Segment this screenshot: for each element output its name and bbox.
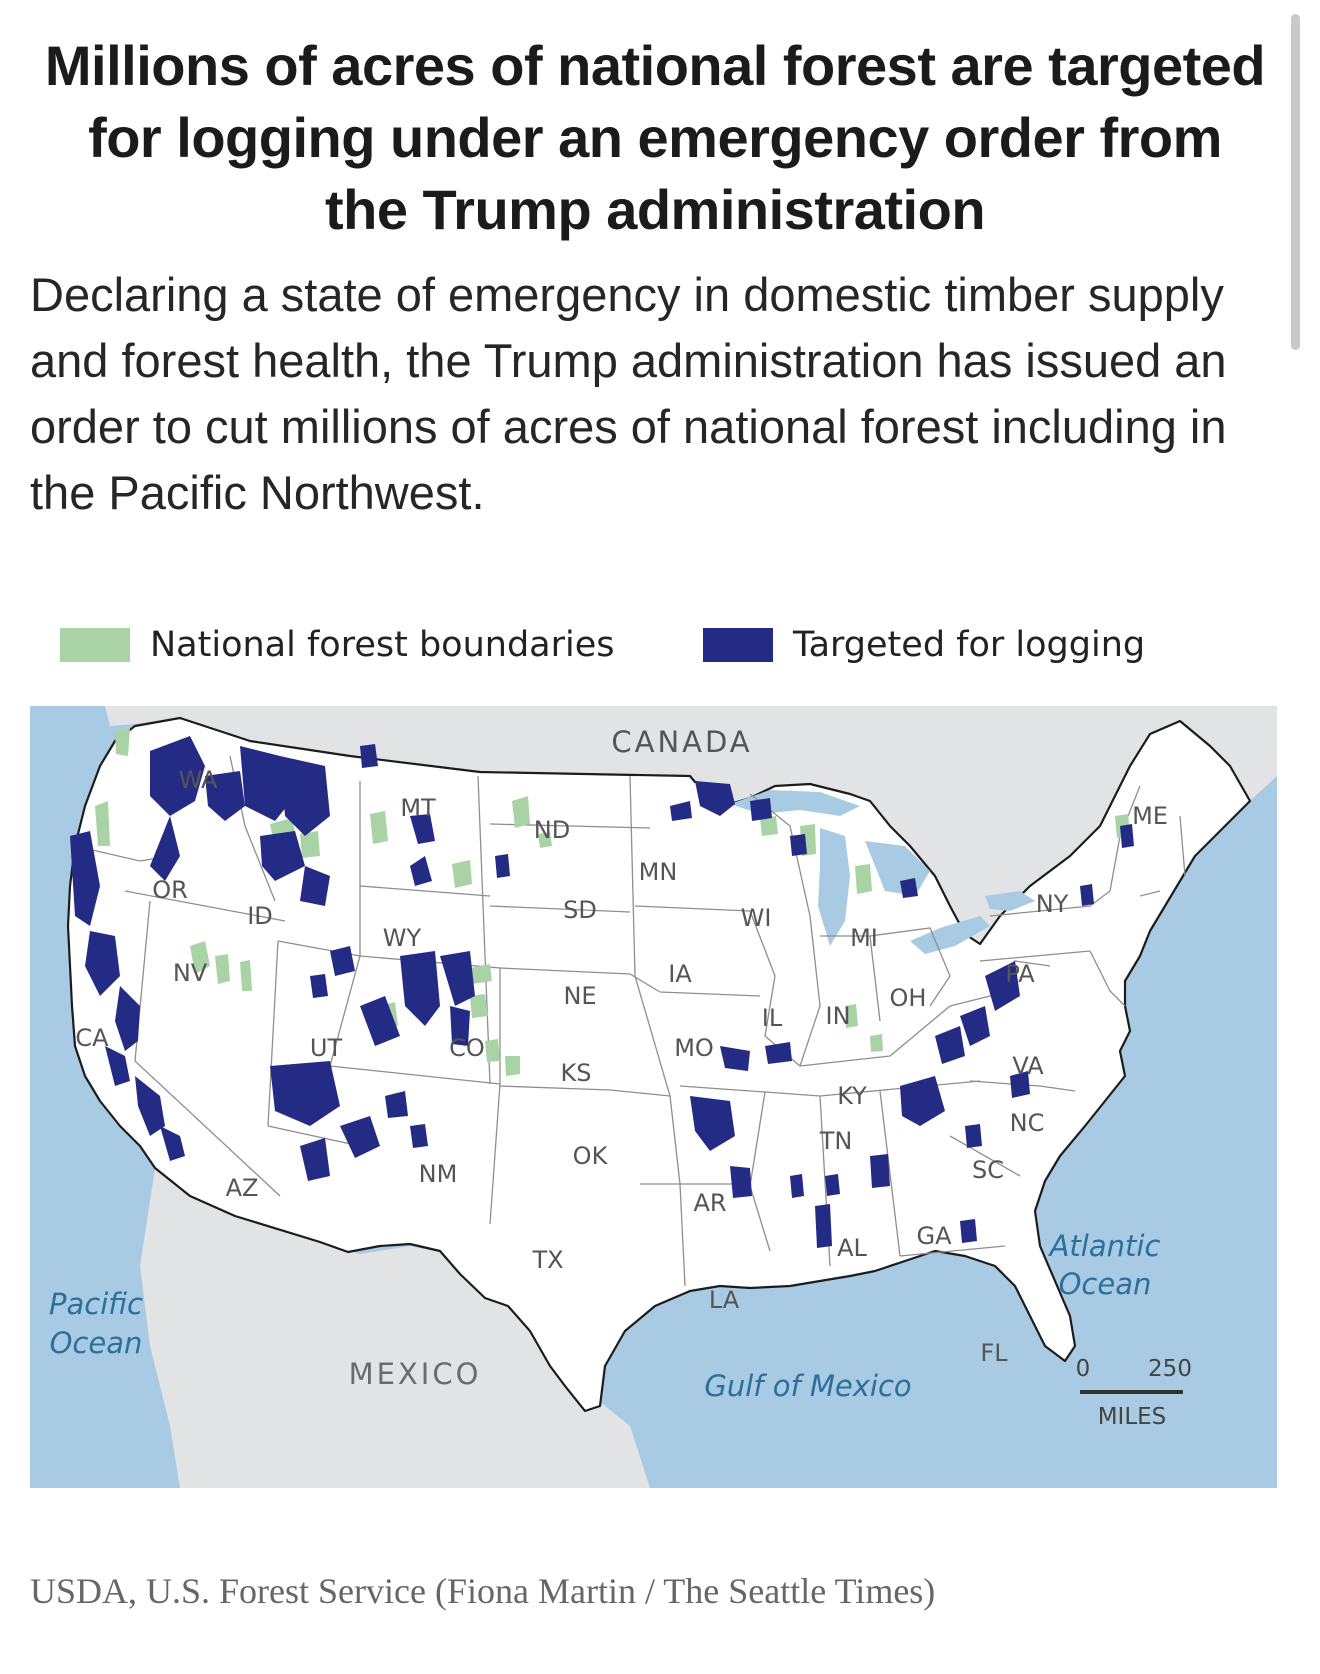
state-label-sd: SD bbox=[563, 896, 597, 924]
logging-label: Targeted for logging bbox=[793, 625, 1146, 665]
water-label-atlantic-1: Atlantic bbox=[1048, 1229, 1161, 1263]
water-label-pacific-1: Pacific bbox=[49, 1287, 143, 1321]
state-label-al: AL bbox=[837, 1234, 867, 1262]
state-label-nc: NC bbox=[1010, 1109, 1045, 1137]
state-label-mi: MI bbox=[850, 924, 878, 952]
state-label-id: ID bbox=[247, 902, 273, 930]
water-label-atlantic-2: Ocean bbox=[1059, 1267, 1152, 1301]
state-label-ok: OK bbox=[573, 1142, 609, 1170]
logging-areas bbox=[70, 736, 1134, 1248]
state-label-fl: FL bbox=[980, 1339, 1008, 1367]
state-label-tn: TN bbox=[819, 1127, 853, 1155]
state-label-ne: NE bbox=[563, 982, 596, 1010]
state-label-in: IN bbox=[825, 1002, 850, 1030]
water-labels: Pacific Ocean Atlantic Ocean Gulf of Mex… bbox=[49, 1229, 1160, 1403]
state-label-ia: IA bbox=[668, 960, 692, 988]
scale-line bbox=[1080, 1390, 1183, 1394]
state-label-la: LA bbox=[709, 1286, 740, 1314]
state-label-co: CO bbox=[449, 1034, 485, 1062]
boundaries-label: National forest boundaries bbox=[150, 625, 615, 665]
source-credit: USDA, U.S. Forest Service (Fiona Martin … bbox=[30, 1571, 936, 1611]
map-svg: WA OR CA NV ID MT WY UT AZ CO NM ND SD N… bbox=[49, 706, 1277, 1488]
country-label-mexico: MEXICO bbox=[349, 1357, 482, 1391]
state-label-mn: MN bbox=[639, 858, 678, 886]
state-label-wi: WI bbox=[741, 904, 772, 932]
boundaries-swatch bbox=[60, 628, 130, 662]
country-label-canada: CANADA bbox=[611, 725, 752, 759]
forest-map: WA OR CA NV ID MT WY UT AZ CO NM ND SD N… bbox=[30, 706, 1277, 1488]
state-label-az: AZ bbox=[226, 1174, 259, 1202]
scale-end: 250 bbox=[1148, 1356, 1192, 1382]
state-label-me: ME bbox=[1132, 802, 1168, 830]
state-label-or: OR bbox=[152, 876, 188, 904]
state-label-pa: PA bbox=[1005, 960, 1035, 988]
state-label-wa: WA bbox=[179, 766, 218, 794]
state-label-mo: MO bbox=[674, 1034, 714, 1062]
state-label-va: VA bbox=[1012, 1052, 1044, 1080]
scale-unit: MILES bbox=[1098, 1404, 1167, 1430]
state-label-ut: UT bbox=[310, 1034, 343, 1062]
scale-bar: 0 250 MILES bbox=[1076, 1356, 1192, 1430]
legend-item-logging: Targeted for logging bbox=[703, 622, 1145, 668]
state-label-ks: KS bbox=[561, 1059, 592, 1087]
state-label-ky: KY bbox=[837, 1082, 867, 1110]
state-label-ar: AR bbox=[693, 1189, 726, 1217]
state-labels: WA OR CA NV ID MT WY UT AZ CO NM ND SD N… bbox=[75, 766, 1168, 1367]
headline: Millions of acres of national forest are… bbox=[44, 34, 1266, 241]
state-label-oh: OH bbox=[890, 984, 927, 1012]
state-label-mt: MT bbox=[400, 794, 436, 822]
state-label-nd: ND bbox=[534, 816, 570, 844]
canada-land bbox=[105, 706, 1277, 944]
usa-land bbox=[66, 716, 1252, 1413]
state-label-nm: NM bbox=[419, 1160, 458, 1188]
mexico-land bbox=[140, 1168, 650, 1488]
state-label-sc: SC bbox=[972, 1156, 1004, 1184]
legend-item-boundaries: National forest boundaries bbox=[60, 622, 615, 668]
state-label-wy: WY bbox=[383, 924, 422, 952]
water-label-pacific-2: Ocean bbox=[50, 1326, 143, 1360]
state-label-ca: CA bbox=[75, 1024, 109, 1052]
state-label-il: IL bbox=[762, 1004, 783, 1032]
scale-start: 0 bbox=[1076, 1356, 1091, 1382]
logging-swatch bbox=[703, 628, 773, 662]
dek: Declaring a state of emergency in domest… bbox=[30, 268, 1227, 519]
scrollbar[interactable] bbox=[1291, 14, 1300, 350]
state-label-tx: TX bbox=[531, 1246, 563, 1274]
state-label-ga: GA bbox=[916, 1222, 952, 1250]
state-label-ny: NY bbox=[1036, 890, 1069, 918]
state-label-nv: NV bbox=[173, 959, 208, 987]
water-label-gulf: Gulf of Mexico bbox=[704, 1369, 911, 1403]
